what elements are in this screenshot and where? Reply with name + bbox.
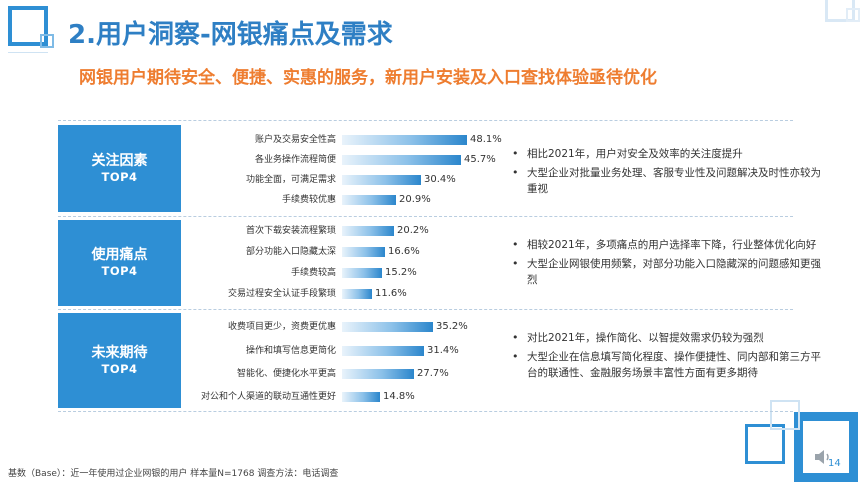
bar-label: 智能化、便捷化水平更高 xyxy=(236,369,336,379)
bar xyxy=(342,195,396,205)
section-label-future-expectations: 未来期待 TOP4 xyxy=(58,313,181,408)
bar-label: 各业务操作流程简便 xyxy=(254,155,336,165)
bar-label: 部分功能入口隐藏太深 xyxy=(245,247,336,257)
bar-value: 27.7% xyxy=(417,368,449,379)
bar xyxy=(342,392,380,402)
bar xyxy=(342,135,467,145)
section-notes: 对比2021年，操作简化、以智提效需求仍较为强烈 大型企业在信息填写简化程度、操… xyxy=(510,330,825,384)
bar-label: 首次下载安装流程繁琐 xyxy=(245,226,336,236)
corner-line xyxy=(8,52,48,53)
bar-row: 交易过程安全认证手段繁琐 11.6% xyxy=(182,287,502,301)
bar-value: 48.1% xyxy=(470,134,502,145)
corner-square-tr-large xyxy=(825,0,855,22)
bar-value: 35.2% xyxy=(436,321,468,332)
note-item: 大型企业对批量业务处理、客服专业性及问题解决及时性亦较为重视 xyxy=(510,165,825,197)
page-title: 2.用户洞察-网银痛点及需求 xyxy=(68,20,393,50)
note-item: 大型企业在信息填写简化程度、操作便捷性、同内部和第三方平台的联通性、金融服务场景… xyxy=(510,349,825,381)
bar xyxy=(342,247,385,257)
section-subtitle: TOP4 xyxy=(101,169,138,184)
bar xyxy=(342,289,372,299)
bar-label: 功能全面，可满足需求 xyxy=(245,175,336,185)
section-title: 关注因素 xyxy=(91,152,148,169)
footnote-base: 基数（Base）：近一年使用过企业网银的用户 样本量N=1768 调查方法：电话… xyxy=(8,469,339,479)
divider xyxy=(58,309,793,310)
section-notes: 相比2021年，用户对安全及效率的关注度提升 大型企业对批量业务处理、客服专业性… xyxy=(510,146,825,200)
section-notes: 相较2021年，多项痛点的用户选择率下降，行业整体优化向好 大型企业网银使用频繁… xyxy=(510,237,825,291)
bar-label: 操作和填写信息更简化 xyxy=(245,346,336,356)
bar-value: 14.8% xyxy=(383,391,415,402)
note-item: 相比2021年，用户对安全及效率的关注度提升 xyxy=(510,146,825,162)
corner-square-br-light xyxy=(770,400,800,430)
bar-value: 31.4% xyxy=(427,345,459,356)
bar-row: 对公和个人渠道的联动互通性更好 14.8% xyxy=(182,390,502,404)
page-number: 14 xyxy=(828,458,841,469)
bar xyxy=(342,322,433,332)
section-label-pain-points: 使用痛点 TOP4 xyxy=(58,220,181,306)
divider xyxy=(58,120,793,121)
bar-label: 对公和个人渠道的联动互通性更好 xyxy=(200,392,336,402)
bar-value: 15.2% xyxy=(385,267,417,278)
bar-row: 收费项目更少，资费更优惠 35.2% xyxy=(182,320,502,334)
bar xyxy=(342,226,394,236)
bar-row: 手续费较高 15.2% xyxy=(182,266,502,280)
note-item: 对比2021年，操作简化、以智提效需求仍较为强烈 xyxy=(510,330,825,346)
divider xyxy=(58,411,793,412)
bar-label: 收费项目更少，资费更优惠 xyxy=(227,322,336,332)
bar-row: 首次下载安装流程繁琐 20.2% xyxy=(182,224,502,238)
bar-value: 11.6% xyxy=(375,288,407,299)
bar-label: 手续费较高 xyxy=(290,268,336,278)
note-item: 相较2021年，多项痛点的用户选择率下降，行业整体优化向好 xyxy=(510,237,825,253)
corner-square-br-filled xyxy=(794,412,858,482)
bar xyxy=(342,268,382,278)
bar-label: 手续费较优惠 xyxy=(281,195,336,205)
bar-value: 30.4% xyxy=(424,174,456,185)
bar-row: 部分功能入口隐藏太深 16.6% xyxy=(182,245,502,259)
bar xyxy=(342,369,414,379)
bar-row: 功能全面，可满足需求 30.4% xyxy=(182,173,502,187)
speaker-icon[interactable] xyxy=(812,446,834,468)
section-label-focus-factors: 关注因素 TOP4 xyxy=(58,125,181,212)
bar xyxy=(342,175,421,185)
bar-label: 账户及交易安全性高 xyxy=(254,135,336,145)
section-title: 未来期待 xyxy=(91,344,148,361)
bar-row: 各业务操作流程简便 45.7% xyxy=(182,153,502,167)
bar-value: 20.2% xyxy=(397,225,429,236)
corner-square-small xyxy=(40,34,54,48)
bar-value: 20.9% xyxy=(399,194,431,205)
bar-value: 45.7% xyxy=(464,154,496,165)
bar-row: 账户及交易安全性高 48.1% xyxy=(182,133,502,147)
section-title: 使用痛点 xyxy=(91,247,148,263)
corner-square-br-outline xyxy=(745,424,785,464)
bar xyxy=(342,346,424,356)
bar-value: 16.6% xyxy=(388,246,420,257)
corner-square-tr-small xyxy=(846,8,860,22)
section-subtitle: TOP4 xyxy=(101,361,138,376)
page-subtitle: 网银用户期待安全、便捷、实惠的服务，新用户安装及入口查找体验亟待优化 xyxy=(79,68,657,88)
divider xyxy=(58,216,793,217)
bar-row: 智能化、便捷化水平更高 27.7% xyxy=(182,367,502,381)
bar-row: 操作和填写信息更简化 31.4% xyxy=(182,344,502,358)
corner-square-large xyxy=(8,6,48,46)
bar-row: 手续费较优惠 20.9% xyxy=(182,193,502,207)
section-subtitle: TOP4 xyxy=(101,264,138,278)
bar-label: 交易过程安全认证手段繁琐 xyxy=(227,289,336,299)
note-item: 大型企业网银使用频繁，对部分功能入口隐藏深的问题感知更强烈 xyxy=(510,256,825,288)
bar xyxy=(342,155,461,165)
